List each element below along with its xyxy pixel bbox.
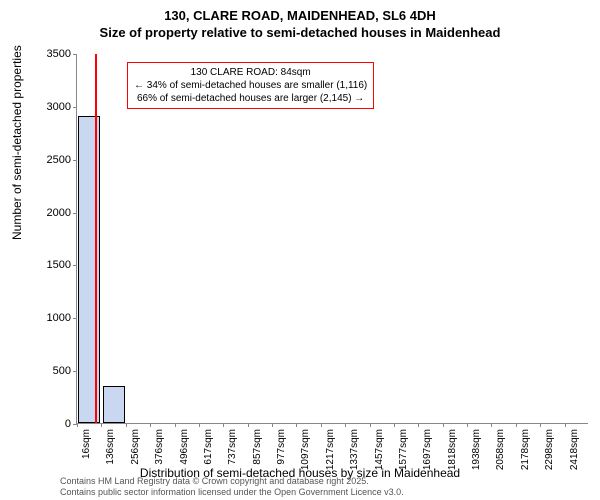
x-tick-mark <box>272 423 273 427</box>
footer-line-2: Contains public sector information licen… <box>60 487 404 498</box>
histogram-bar <box>103 386 125 423</box>
x-tick-mark <box>101 423 102 427</box>
x-tick-mark <box>370 423 371 427</box>
y-tick-mark <box>73 107 77 108</box>
y-tick-mark <box>73 265 77 266</box>
x-tick-mark <box>199 423 200 427</box>
x-tick-mark <box>175 423 176 427</box>
y-axis-label: Number of semi-detached properties <box>10 45 24 240</box>
x-tick-mark <box>150 423 151 427</box>
y-tick-mark <box>73 160 77 161</box>
y-tick-mark <box>73 371 77 372</box>
x-tick-mark <box>296 423 297 427</box>
x-tick-mark <box>565 423 566 427</box>
annotation-line: ← 34% of semi-detached houses are smalle… <box>134 79 367 92</box>
x-tick-mark <box>418 423 419 427</box>
x-tick-mark <box>516 423 517 427</box>
x-tick-mark <box>540 423 541 427</box>
x-tick-mark <box>345 423 346 427</box>
x-tick-mark <box>223 423 224 427</box>
footer-attribution: Contains HM Land Registry data © Crown c… <box>60 476 404 498</box>
chart-subtitle: Size of property relative to semi-detach… <box>0 23 600 40</box>
y-tick-mark <box>73 318 77 319</box>
x-tick-mark <box>321 423 322 427</box>
plot-area: 050010001500200025003000350016sqm136sqm2… <box>76 54 588 424</box>
chart-container: 130, CLARE ROAD, MAIDENHEAD, SL6 4DH Siz… <box>0 0 600 500</box>
annotation-line: 66% of semi-detached houses are larger (… <box>134 92 367 105</box>
x-tick-mark <box>443 423 444 427</box>
footer-line-1: Contains HM Land Registry data © Crown c… <box>60 476 404 487</box>
x-tick-mark <box>394 423 395 427</box>
annotation-callout: 130 CLARE ROAD: 84sqm← 34% of semi-detac… <box>127 62 374 109</box>
chart-title: 130, CLARE ROAD, MAIDENHEAD, SL6 4DH <box>0 0 600 23</box>
property-marker-line <box>95 54 97 423</box>
annotation-line: 130 CLARE ROAD: 84sqm <box>134 66 367 79</box>
y-tick-mark <box>73 213 77 214</box>
x-tick-mark <box>467 423 468 427</box>
x-tick-mark <box>491 423 492 427</box>
x-tick-mark <box>77 423 78 427</box>
x-tick-mark <box>126 423 127 427</box>
y-tick-mark <box>73 54 77 55</box>
x-tick-mark <box>248 423 249 427</box>
